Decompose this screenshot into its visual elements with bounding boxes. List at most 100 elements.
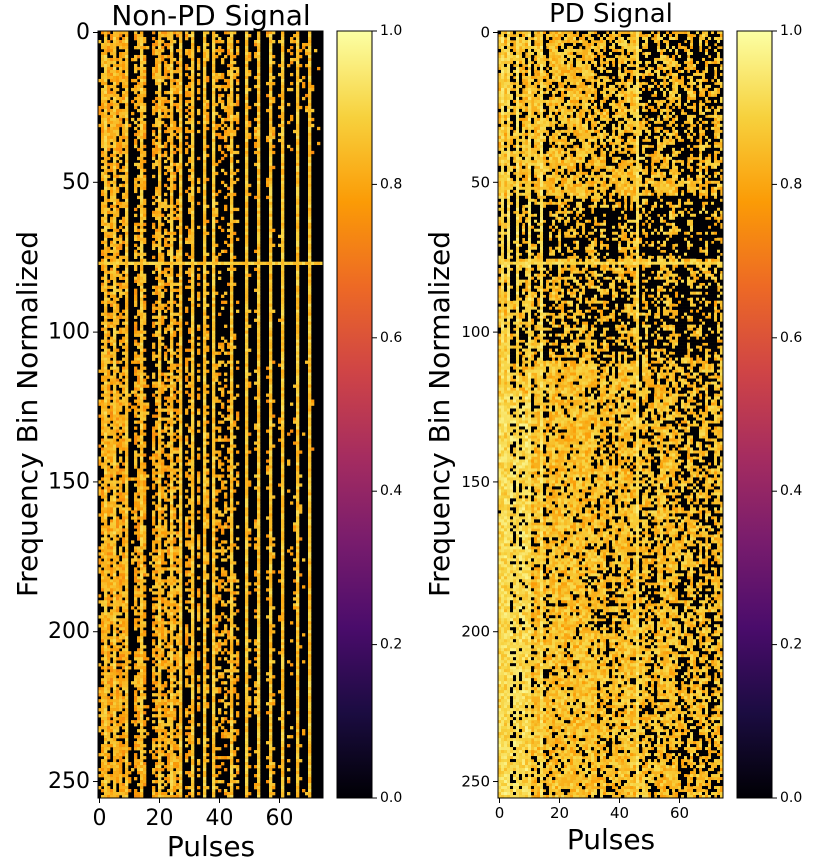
- heatmap-cell: [236, 40, 239, 43]
- heatmap-cell: [158, 289, 161, 292]
- heatmap-cell: [188, 169, 191, 172]
- heatmap-cell: [296, 151, 299, 154]
- heatmap-cell: [230, 115, 233, 118]
- heatmap-cell: [107, 103, 110, 106]
- heatmap-cell: [191, 456, 194, 459]
- heatmap-cell: [161, 385, 164, 388]
- heatmap-cell: [296, 331, 299, 334]
- heatmap-cell: [155, 504, 158, 507]
- heatmap-cell: [278, 64, 281, 67]
- heatmap-cell: [230, 253, 233, 256]
- heatmap-cell: [113, 37, 116, 40]
- heatmap-cell: [140, 418, 143, 421]
- heatmap-cell: [119, 382, 122, 385]
- heatmap-cell: [137, 379, 140, 382]
- heatmap-cell: [245, 385, 248, 388]
- heatmap-cell: [140, 199, 143, 202]
- heatmap-cell: [161, 76, 164, 79]
- heatmap-cell: [191, 459, 194, 462]
- heatmap-cell: [140, 190, 143, 193]
- heatmap-cell: [227, 438, 230, 441]
- heatmap-cell: [164, 492, 167, 495]
- heatmap-cell: [158, 435, 161, 438]
- heatmap-cell: [281, 465, 284, 468]
- heatmap-cell: [113, 370, 116, 373]
- heatmap-cell: [170, 516, 173, 519]
- heatmap-cell: [119, 55, 122, 58]
- heatmap-cell: [269, 145, 272, 148]
- heatmap-cell: [179, 459, 182, 462]
- heatmap-cell: [269, 432, 272, 435]
- heatmap-cell: [218, 400, 221, 403]
- heatmap-cell: [203, 40, 206, 43]
- heatmap-cell: [110, 211, 113, 214]
- heatmap-cell: [203, 370, 206, 373]
- heatmap-cell: [269, 483, 272, 486]
- heatmap-cell: [122, 67, 125, 70]
- heatmap-cell: [197, 423, 200, 426]
- heatmap-cell: [113, 64, 116, 67]
- heatmap-cell: [191, 388, 194, 391]
- heatmap-cell: [245, 157, 248, 160]
- heatmap-cell: [296, 49, 299, 52]
- heatmap-cell: [170, 82, 173, 85]
- heatmap-cell: [158, 46, 161, 49]
- heatmap-cell: [257, 115, 260, 118]
- heatmap-cell: [191, 241, 194, 244]
- heatmap-cell: [257, 438, 260, 441]
- heatmap-cell: [257, 205, 260, 208]
- heatmap-cell: [197, 325, 200, 328]
- heatmap-cell: [254, 52, 257, 55]
- heatmap-cell: [143, 262, 146, 265]
- heatmap-cell: [152, 322, 155, 325]
- heatmap-cell: [107, 391, 110, 394]
- heatmap-cell: [254, 127, 257, 130]
- heatmap-cell: [155, 142, 158, 145]
- heatmap-cell: [155, 238, 158, 241]
- heatmap-cell: [254, 55, 257, 58]
- heatmap-cell: [257, 55, 260, 58]
- heatmap-cell: [191, 471, 194, 474]
- heatmap-cell: [179, 226, 182, 229]
- heatmap-cell: [170, 465, 173, 468]
- heatmap-cell: [101, 241, 104, 244]
- heatmap-cell: [158, 316, 161, 319]
- heatmap-cell: [230, 160, 233, 163]
- heatmap-cell: [227, 268, 230, 271]
- heatmap-cell: [206, 79, 209, 82]
- heatmap-cell: [116, 133, 119, 136]
- heatmap-cell: [185, 148, 188, 151]
- heatmap-cell: [140, 142, 143, 145]
- heatmap-cell: [179, 331, 182, 334]
- heatmap-cell: [104, 82, 107, 85]
- heatmap-cell: [125, 382, 128, 385]
- heatmap-cell: [281, 483, 284, 486]
- heatmap-cell: [254, 268, 257, 271]
- heatmap-cell: [170, 426, 173, 429]
- heatmap-cell: [203, 346, 206, 349]
- heatmap-cell: [227, 343, 230, 346]
- heatmap-cell: [167, 468, 170, 471]
- heatmap-cell: [230, 142, 233, 145]
- heatmap-cell: [152, 394, 155, 397]
- heatmap-cell: [203, 391, 206, 394]
- heatmap-cell: [113, 184, 116, 187]
- heatmap-cell: [143, 115, 146, 118]
- heatmap-cell: [245, 202, 248, 205]
- heatmap-cell: [131, 88, 134, 91]
- heatmap-cell: [203, 43, 206, 46]
- heatmap-cell: [113, 492, 116, 495]
- heatmap-cell: [176, 289, 179, 292]
- heatmap-cell: [179, 208, 182, 211]
- heatmap-cell: [191, 292, 194, 295]
- heatmap-cell: [281, 510, 284, 513]
- heatmap-cell: [125, 435, 128, 438]
- heatmap-cell: [248, 382, 251, 385]
- heatmap-cell: [308, 456, 311, 459]
- heatmap-cell: [224, 262, 227, 265]
- heatmap-cell: [125, 130, 128, 133]
- heatmap-cell: [140, 112, 143, 115]
- heatmap-cell: [203, 49, 206, 52]
- heatmap-cell: [257, 106, 260, 109]
- heatmap-cell: [170, 367, 173, 370]
